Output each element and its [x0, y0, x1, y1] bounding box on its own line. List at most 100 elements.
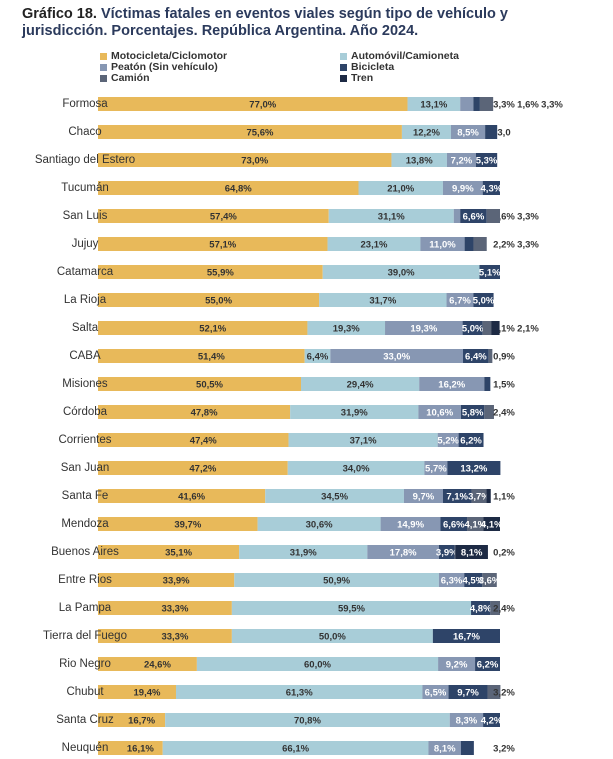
value-label: 19,3%: [333, 324, 360, 335]
bar-segment: [446, 153, 476, 167]
bar-segment: [453, 209, 461, 223]
bar-segment: [98, 517, 258, 531]
legend-swatch: [100, 63, 107, 71]
value-label: 31,7%: [369, 296, 396, 307]
value-label: 31,9%: [341, 408, 368, 419]
bar-segment: [473, 237, 487, 251]
value-label: 64,8%: [225, 184, 252, 195]
value-label: 3,0: [497, 128, 510, 139]
bar-segment: [473, 97, 480, 111]
chart-title: Gráfico 18. Víctimas fatales en eventos …: [22, 6, 592, 40]
value-label: 6,2%: [477, 660, 499, 671]
value-label: 7,2%: [451, 156, 473, 167]
value-label: 61,3%: [286, 688, 313, 699]
value-label: 6,7%: [449, 296, 471, 307]
bar-segment: [257, 517, 381, 531]
bar-segment: [403, 489, 443, 503]
bar-segment: [486, 209, 500, 223]
bar-segment: [422, 685, 449, 699]
bar-segment: [98, 573, 235, 587]
value-label: 4,1%: [464, 520, 486, 531]
bar-segment: [483, 713, 500, 727]
value-label: 3,3%: [517, 212, 539, 223]
value-label: 73,0%: [241, 156, 268, 167]
y-tick-label: Buenos Aires: [51, 545, 119, 558]
bar-segment: [98, 209, 329, 223]
value-label: 33,0%: [383, 352, 410, 363]
value-label: 41,6%: [178, 492, 205, 503]
value-label: 4,1%: [481, 520, 503, 531]
value-label: 35,1%: [165, 548, 192, 559]
bar-segment: [98, 741, 163, 755]
legend-item: Camión: [100, 72, 150, 84]
value-label: 8,5%: [457, 128, 479, 139]
bar-segment: [471, 601, 491, 615]
value-label: 0,9%: [493, 352, 515, 363]
y-tick-label: Neuquén: [61, 741, 109, 754]
value-label: 19,4%: [134, 688, 161, 699]
bar-segment: [358, 181, 443, 195]
bar-segment: [461, 405, 485, 419]
y-tick-label: Jujuy: [71, 237, 99, 250]
value-label: 47,2%: [189, 464, 216, 475]
bar-segment: [98, 461, 288, 475]
bar-segment: [447, 461, 501, 475]
bar-segment: [401, 125, 451, 139]
bar-segment: [449, 713, 484, 727]
legend-label: Camión: [111, 72, 150, 84]
value-label: 3,9%: [436, 548, 458, 559]
value-label: 8,3%: [456, 716, 478, 727]
legend-item: Bicicleta: [340, 61, 394, 73]
value-label: 2,4%: [493, 604, 515, 615]
legend-label: Motocicleta/Ciclomotor: [111, 50, 228, 62]
bar-segment: [418, 405, 462, 419]
value-label: 5,7%: [425, 464, 447, 475]
bar-segment: [464, 237, 474, 251]
bar-segment: [490, 601, 500, 615]
y-tick-label: Tucumán: [61, 181, 109, 194]
value-label: 11,0%: [429, 240, 456, 251]
y-tick-label: San Luis: [62, 209, 108, 222]
bar-segment: [475, 657, 500, 671]
bar-segment: [234, 573, 439, 587]
bar-segment: [322, 265, 480, 279]
bar-segment: [455, 545, 488, 559]
bar-segment: [437, 433, 459, 447]
value-label: 23,1%: [361, 240, 388, 251]
y-tick-label: La Pampa: [58, 601, 112, 614]
bar-segment: [391, 153, 447, 167]
value-label: 30,6%: [306, 520, 333, 531]
value-label: 39,0%: [388, 268, 415, 279]
value-label: 16,1%: [127, 744, 154, 755]
bar-segment: [482, 181, 500, 195]
bar-segment: [288, 433, 438, 447]
bar-segment: [458, 433, 484, 447]
value-label: 16,7%: [453, 632, 480, 643]
y-tick-label: CABA: [69, 349, 101, 362]
bar-segment: [440, 517, 468, 531]
value-label: 55,0%: [205, 296, 232, 307]
value-label: 17,8%: [390, 548, 417, 559]
bar-segment: [231, 629, 433, 643]
bar-segment: [319, 293, 447, 307]
bar-segment: [479, 265, 500, 279]
bar-segment: [487, 685, 501, 699]
bar-segment: [485, 125, 498, 139]
value-label: 9,9%: [452, 184, 474, 195]
bar-segment: [407, 97, 461, 111]
value-label: 51,4%: [198, 352, 225, 363]
bar-segment: [448, 685, 488, 699]
y-tick-label: Corrientes: [58, 433, 112, 446]
bar-segment: [327, 237, 421, 251]
legend-swatch: [100, 74, 107, 82]
legend-item: Automóvil/Camioneta: [340, 50, 459, 62]
bar-segment: [98, 545, 240, 559]
value-label: 9,7%: [413, 492, 435, 503]
bar-segment: [475, 153, 498, 167]
legend-label: Bicicleta: [351, 61, 395, 73]
value-label: 12,2%: [413, 128, 440, 139]
y-tick-label: Misiones: [62, 377, 108, 390]
bar-segment: [265, 489, 404, 503]
bar-segment: [367, 545, 439, 559]
title-label: Gráfico 18.: [22, 6, 97, 22]
